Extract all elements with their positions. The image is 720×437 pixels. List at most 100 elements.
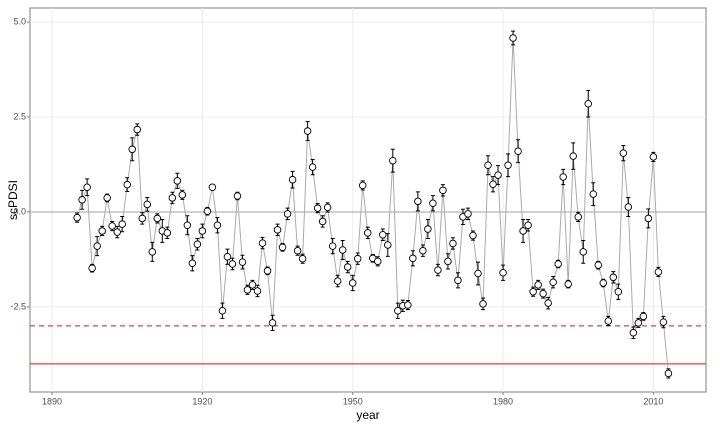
data-point xyxy=(343,263,352,271)
data-point xyxy=(444,257,452,266)
data-point xyxy=(389,156,397,165)
x-tick-label: 1890 xyxy=(42,396,62,406)
data-point xyxy=(379,231,387,239)
x-axis-title: year xyxy=(356,408,379,422)
data-point xyxy=(193,240,202,248)
data-point xyxy=(589,190,597,198)
data-point xyxy=(218,306,227,315)
data-point xyxy=(103,194,111,202)
data-point xyxy=(113,228,121,236)
data-point xyxy=(494,171,502,179)
data-point xyxy=(83,183,91,192)
data-point xyxy=(248,281,257,289)
data-point xyxy=(579,248,587,256)
data-point xyxy=(449,239,457,248)
y-tick-label: 2.5 xyxy=(13,111,26,121)
plot-frame xyxy=(29,7,707,393)
y-axis-title: scPDSI xyxy=(6,180,20,220)
data-point xyxy=(298,254,307,263)
x-tick-label: 1980 xyxy=(493,396,513,406)
data-point xyxy=(313,204,322,212)
data-point xyxy=(288,175,297,184)
data-point xyxy=(594,261,603,269)
data-point xyxy=(353,254,362,263)
data-point xyxy=(128,145,136,154)
data-point xyxy=(253,287,262,295)
data-point xyxy=(609,273,618,282)
data-point xyxy=(649,153,658,161)
data-point xyxy=(263,267,272,275)
data-point xyxy=(93,242,101,250)
data-point xyxy=(123,180,131,189)
data-point xyxy=(554,260,562,268)
data-point xyxy=(619,149,628,157)
data-point xyxy=(143,200,152,209)
data-point xyxy=(644,214,653,223)
data-point xyxy=(173,177,182,185)
data-point xyxy=(599,279,608,287)
data-point xyxy=(303,127,312,135)
data-point xyxy=(73,213,81,222)
data-point xyxy=(333,277,342,285)
data-point xyxy=(348,279,357,287)
data-point xyxy=(384,241,392,249)
data-point xyxy=(624,203,633,211)
data-point xyxy=(183,221,192,230)
data-point xyxy=(358,181,367,190)
data-point xyxy=(659,318,668,326)
data-point xyxy=(534,281,542,289)
x-tick-label: 1950 xyxy=(343,396,363,406)
data-point xyxy=(614,287,623,296)
data-point xyxy=(318,217,327,226)
data-point xyxy=(529,287,537,296)
data-point xyxy=(233,192,242,200)
data-point xyxy=(434,266,442,274)
data-point xyxy=(228,260,237,268)
x-tick-label: 1920 xyxy=(192,396,212,406)
data-point xyxy=(168,194,177,202)
data-point xyxy=(78,196,86,204)
data-point xyxy=(469,231,477,240)
data-point xyxy=(238,258,247,266)
data-point xyxy=(374,257,382,266)
data-point xyxy=(604,317,613,325)
data-point xyxy=(479,300,487,308)
data-point xyxy=(419,246,427,255)
data-point xyxy=(509,34,517,42)
data-point xyxy=(404,301,412,309)
y-tick-label: -2.5 xyxy=(10,301,26,311)
data-point xyxy=(429,199,437,207)
data-point xyxy=(489,180,497,188)
data-point xyxy=(133,125,141,134)
data-point xyxy=(569,152,577,160)
data-point xyxy=(639,312,648,321)
data-point xyxy=(138,214,146,223)
data-point xyxy=(278,243,287,252)
data-point xyxy=(474,269,482,278)
data-point xyxy=(98,227,106,235)
data-point xyxy=(654,268,663,276)
data-point xyxy=(258,239,267,247)
data-point xyxy=(153,214,162,223)
data-point xyxy=(559,173,567,181)
data-point xyxy=(409,254,417,263)
data-point xyxy=(363,229,372,237)
data-point xyxy=(198,227,207,235)
y-tick-label: 5.0 xyxy=(13,16,26,26)
data-point xyxy=(223,253,232,261)
x-tick-label: 2010 xyxy=(643,396,663,406)
data-point xyxy=(584,99,592,108)
data-point xyxy=(629,328,638,337)
data-point xyxy=(464,210,472,218)
data-point xyxy=(108,222,116,230)
data-point xyxy=(549,278,557,286)
data-point xyxy=(514,147,522,155)
data-point xyxy=(454,276,462,285)
data-point xyxy=(203,207,212,215)
data-point xyxy=(323,203,332,212)
data-point xyxy=(424,225,432,233)
data-point xyxy=(188,259,197,267)
data-point xyxy=(283,210,292,218)
data-point xyxy=(118,220,126,228)
